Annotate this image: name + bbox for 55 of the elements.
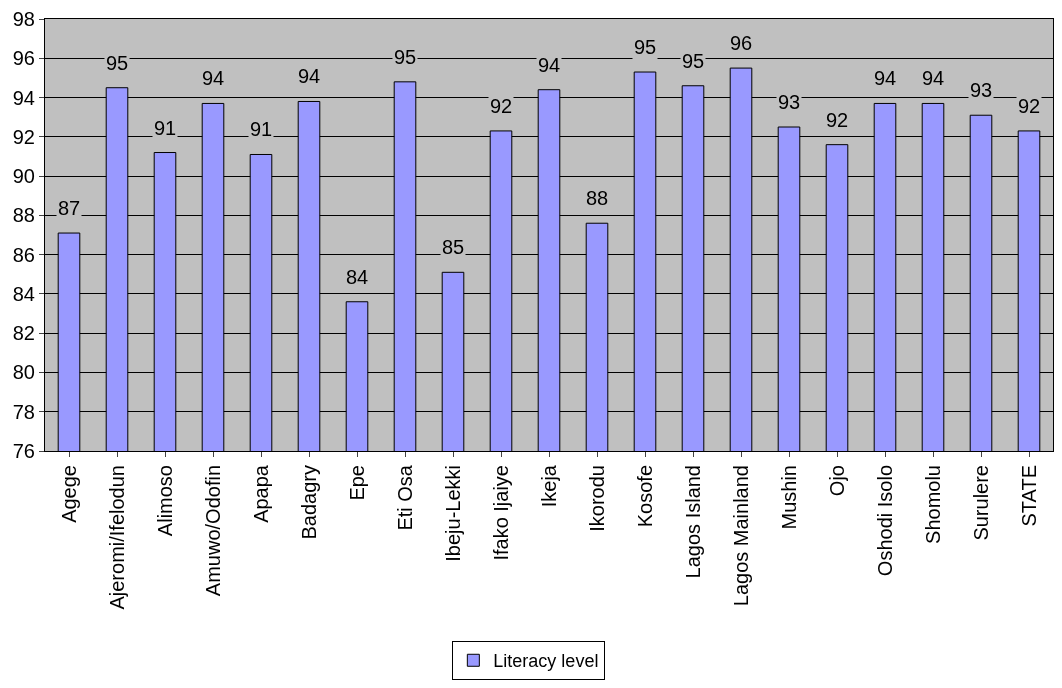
y-tick-label: 88 xyxy=(12,204,35,227)
x-tick-label: Shomolu xyxy=(921,465,944,544)
data-label: 85 xyxy=(442,236,465,258)
data-label: 95 xyxy=(682,50,705,72)
data-label: 92 xyxy=(490,95,513,117)
data-label: 87 xyxy=(58,197,81,219)
data-label: 94 xyxy=(922,67,945,89)
x-tick-label: Mushin xyxy=(777,465,800,530)
x-tick-label: Eti Osa xyxy=(393,464,416,531)
data-label: 95 xyxy=(394,46,417,68)
x-tick-label: Ojo xyxy=(825,465,848,497)
y-tick-label: 98 xyxy=(12,8,35,30)
data-label: 92 xyxy=(826,109,849,131)
legend-label: Literacy level xyxy=(493,651,599,672)
x-tick-label: Agege xyxy=(57,465,80,523)
x-tick-label: Surulere xyxy=(969,465,992,541)
data-label: 88 xyxy=(586,187,609,209)
x-tick-label: Lagos Mainland xyxy=(729,465,752,607)
data-label: 93 xyxy=(970,79,993,101)
y-tick-label: 96 xyxy=(12,47,35,70)
x-tick-label: Kosofe xyxy=(633,465,656,528)
y-tick-label: 90 xyxy=(12,165,35,188)
data-label: 94 xyxy=(538,54,561,76)
y-tick-label: 78 xyxy=(12,400,35,423)
data-label: 96 xyxy=(730,32,753,54)
x-tick-label: Oshodi Isolo xyxy=(873,465,896,577)
data-label: 94 xyxy=(874,67,897,89)
y-tick-label: 94 xyxy=(12,86,35,109)
data-label: 94 xyxy=(202,67,225,89)
x-tick-label: Epe xyxy=(345,465,368,501)
y-tick-label: 92 xyxy=(12,125,35,148)
x-tick-label: Ikeja xyxy=(537,464,560,508)
x-tick-label: Ifako Ijaiye xyxy=(489,465,512,561)
x-tick-label: Ikorodu xyxy=(585,465,608,532)
y-tick-label: 76 xyxy=(12,440,35,462)
x-tick-label: Ibeju-Lekki xyxy=(441,465,464,562)
x-tick-label: Ajeromi/Ifelodun xyxy=(105,465,128,610)
data-label: 91 xyxy=(154,117,177,139)
data-label: 95 xyxy=(106,52,129,74)
data-label: 92 xyxy=(1018,95,1041,117)
y-tick-label: 80 xyxy=(12,361,35,384)
data-label: 93 xyxy=(778,91,801,113)
x-tick-label: Lagos Island xyxy=(681,465,704,579)
x-tick-label: Apapa xyxy=(249,464,272,523)
y-tick-label: 86 xyxy=(12,243,35,266)
x-tick-label: Badagry xyxy=(297,465,320,540)
y-tick-label: 82 xyxy=(12,322,35,345)
data-label: 95 xyxy=(634,36,657,58)
data-label: 91 xyxy=(250,118,273,140)
y-tick-label: 84 xyxy=(12,282,35,305)
x-tick-label: Alimoso xyxy=(153,465,176,537)
data-label: 84 xyxy=(346,266,369,288)
x-tick-label: STATE xyxy=(1017,465,1040,527)
x-tick-label: Amuwo/Odofin xyxy=(201,465,224,597)
data-label: 94 xyxy=(298,65,321,87)
